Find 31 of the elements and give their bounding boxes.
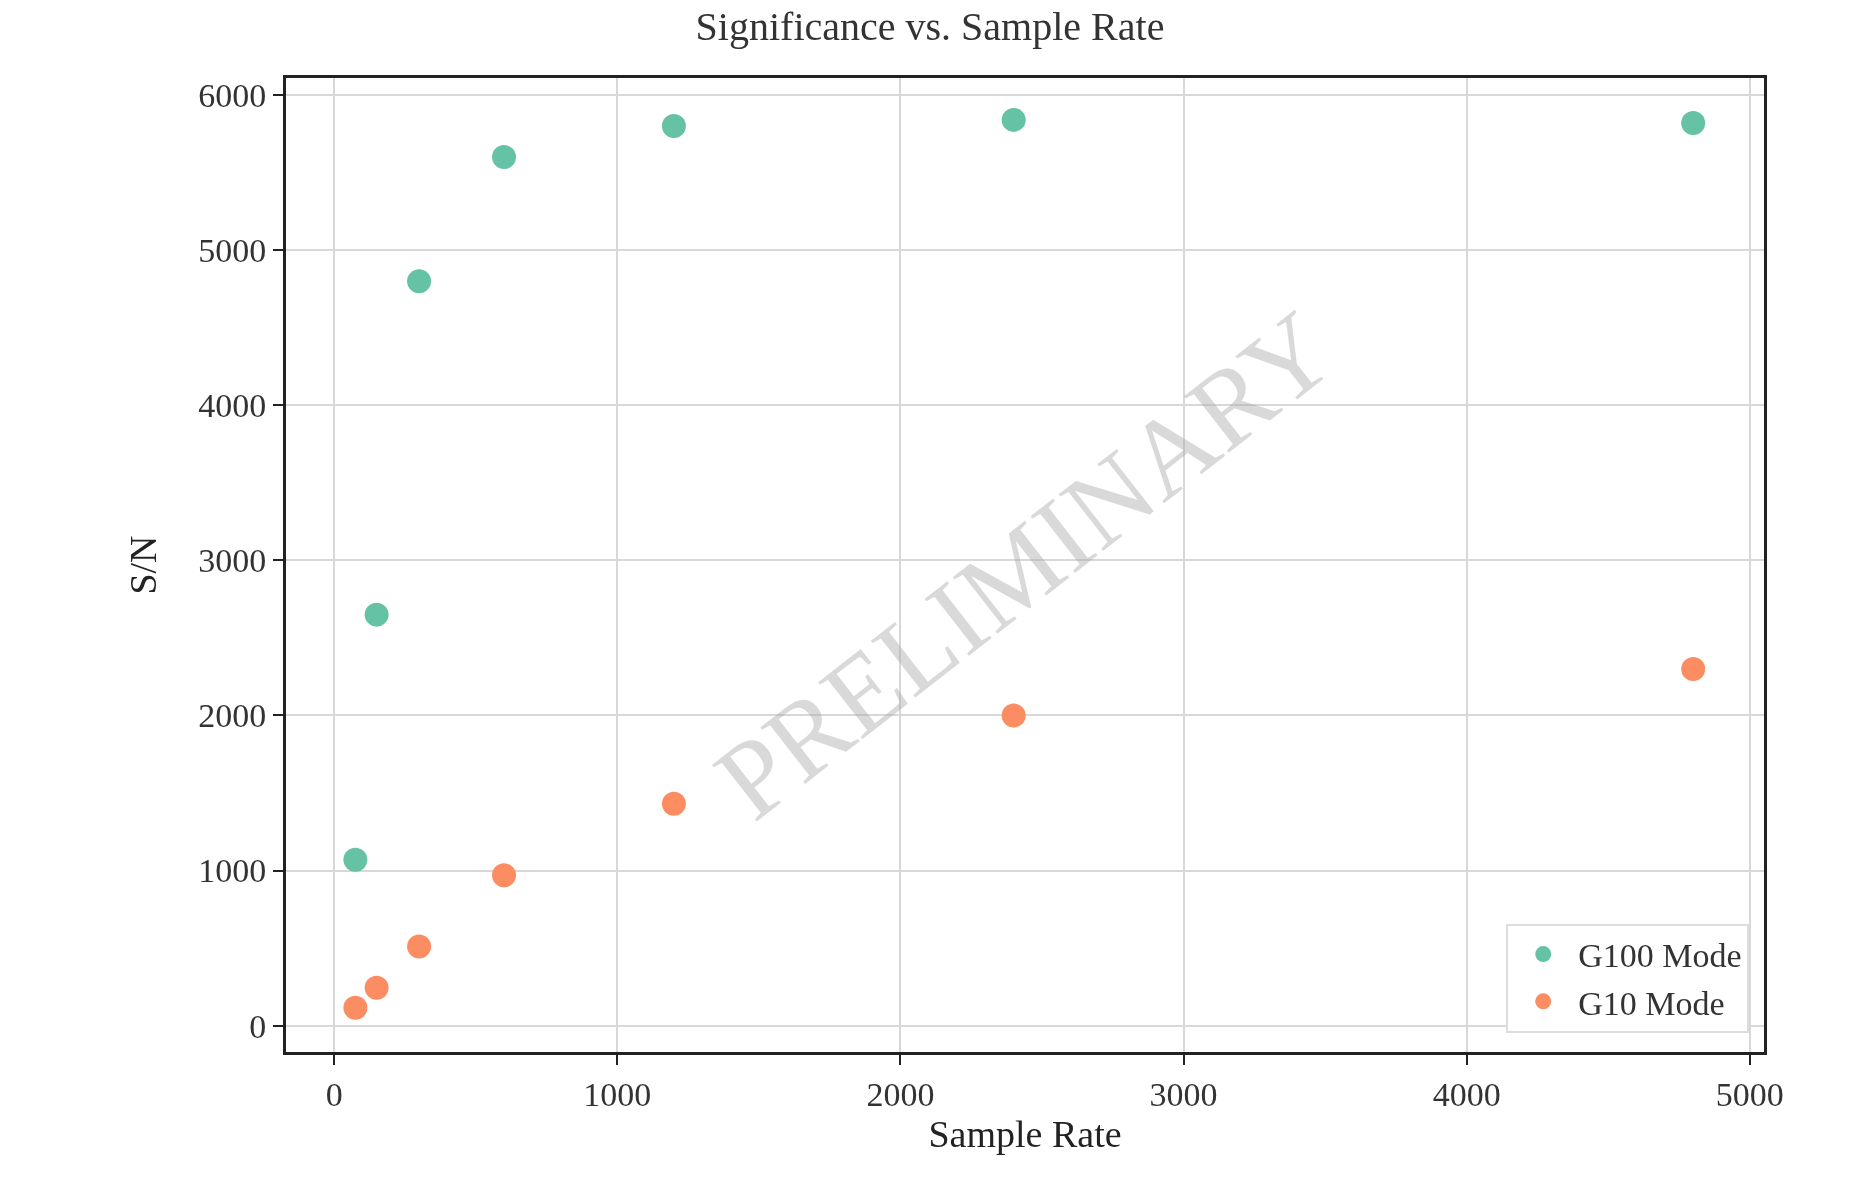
- y-tick-label: 4000: [198, 387, 267, 425]
- x-tick-label: 4000: [1432, 1075, 1501, 1113]
- x-tick-label: 0: [325, 1075, 343, 1113]
- y-tick-label: 3000: [198, 542, 267, 580]
- x-tick-label: 1000: [583, 1075, 652, 1113]
- point: [343, 847, 368, 872]
- point: [1681, 656, 1706, 681]
- point: [1681, 110, 1706, 135]
- point: [343, 995, 368, 1020]
- x-axis-title: Sample Rate: [928, 1112, 1122, 1155]
- chart-title: Significance vs. Sample Rate: [695, 3, 1165, 49]
- y-tick-label: 1000: [198, 852, 267, 890]
- x-tick-label: 5000: [1715, 1075, 1784, 1113]
- point: [661, 114, 686, 139]
- y-tick-label: 6000: [198, 76, 267, 114]
- point: [492, 145, 517, 170]
- point: [492, 863, 517, 888]
- point: [364, 602, 389, 627]
- legend-label: G10 Mode: [1578, 984, 1725, 1022]
- y-tick-label: 2000: [198, 697, 267, 735]
- legend-label: G100 Mode: [1578, 937, 1742, 975]
- point: [407, 934, 432, 959]
- y-tick-label: 0: [249, 1007, 267, 1045]
- point: [407, 269, 432, 294]
- y-axis-title: S/N: [122, 535, 165, 595]
- point: [364, 975, 389, 1000]
- point: [661, 791, 686, 816]
- x-tick-label: 2000: [866, 1075, 935, 1113]
- point: [1001, 107, 1026, 132]
- x-tick-label: 3000: [1149, 1075, 1218, 1113]
- y-tick-label: 5000: [198, 232, 267, 270]
